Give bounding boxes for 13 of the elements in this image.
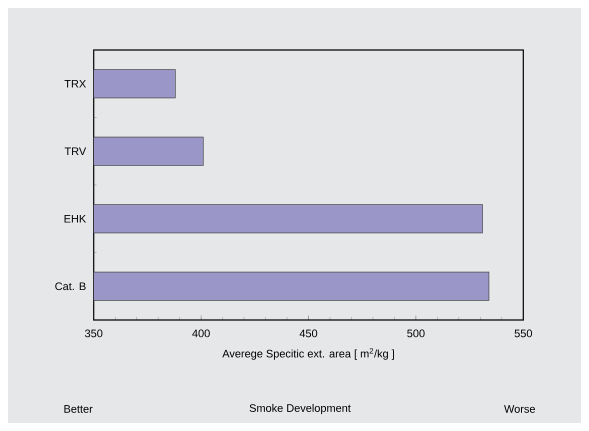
text: Worse xyxy=(504,405,535,413)
x-tick-label: 350 xyxy=(84,330,102,338)
text: Better xyxy=(64,405,93,413)
y-tick-label: TRV xyxy=(64,147,86,156)
y-tick-label: Cat. B xyxy=(55,282,86,290)
x-axis-title: Averege Specitic ext. area [ m$^{2}$/kg ] xyxy=(222,348,394,360)
x-tick-label: 550 xyxy=(514,330,532,338)
x-tick-label: 500 xyxy=(407,330,425,338)
x-tick-label: 400 xyxy=(192,330,210,338)
x-tick-label: 450 xyxy=(300,330,318,338)
text: Smoke Development xyxy=(250,404,351,414)
y-tick-label: TRX xyxy=(64,80,86,88)
y-tick-label: EHK xyxy=(64,214,86,223)
